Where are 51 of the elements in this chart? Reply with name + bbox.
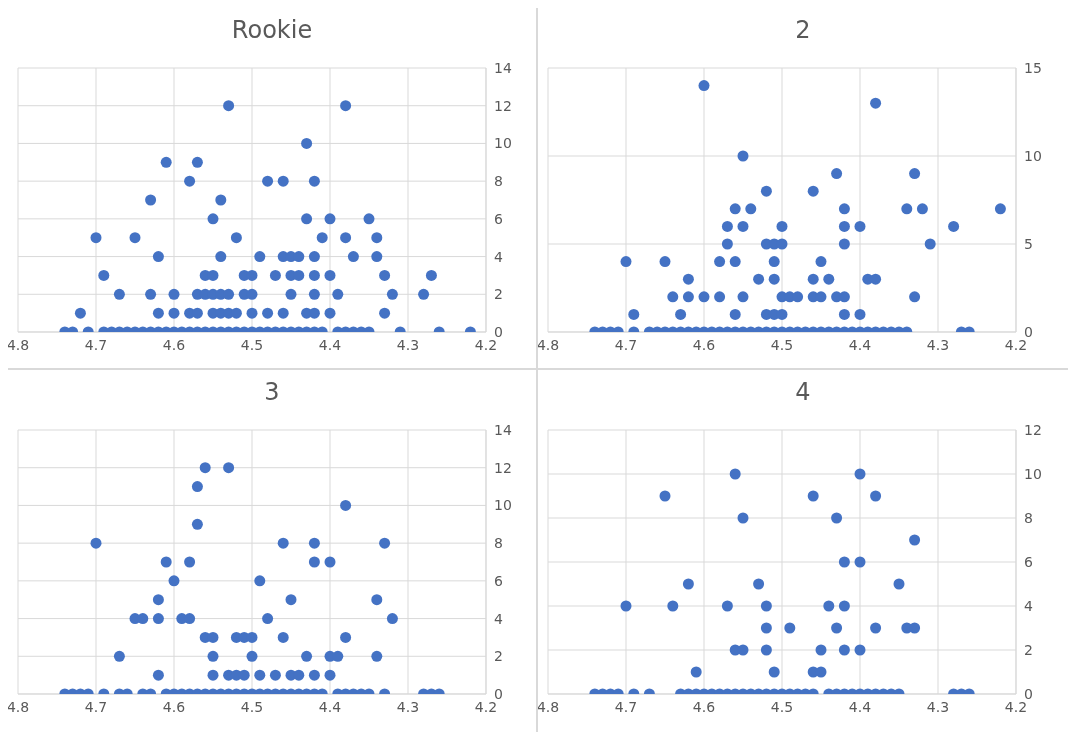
y-tick-label: 6 <box>494 572 503 589</box>
x-tick-label: 4.5 <box>770 698 794 715</box>
x-tick-label: 4.4 <box>848 698 872 715</box>
x-tick-label: 4.3 <box>396 336 420 353</box>
y-tick-label: 10 <box>1024 465 1042 482</box>
y-tick-label: 15 <box>1024 59 1042 76</box>
x-tick-label: 4.7 <box>614 336 638 353</box>
y-tick-label: 2 <box>494 286 503 303</box>
y-tick-label: 12 <box>1024 421 1042 438</box>
x-tick-label: 4.5 <box>240 336 264 353</box>
x-tick-label: 4.4 <box>318 336 342 353</box>
y-tick-label: 10 <box>494 135 512 152</box>
x-tick-label: 4.8 <box>6 336 30 353</box>
y-tick-label: 8 <box>1024 509 1033 526</box>
x-tick-label: 4.4 <box>318 698 342 715</box>
y-tick-label: 14 <box>494 59 512 76</box>
chart-title: 4 <box>794 377 812 408</box>
y-tick-label: 10 <box>494 497 512 514</box>
x-tick-label: 4.3 <box>926 336 950 353</box>
x-tick-label: 4.6 <box>692 698 716 715</box>
y-tick-label: 8 <box>494 535 503 552</box>
y-tick-label: 2 <box>494 648 503 665</box>
y-tick-label: 12 <box>494 459 512 476</box>
x-tick-label: 4.3 <box>396 698 420 715</box>
x-tick-label: 4.6 <box>692 336 716 353</box>
y-tick-label: 2 <box>1024 641 1033 658</box>
x-tick-label: 4.8 <box>6 698 30 715</box>
y-tick-label: 14 <box>494 421 512 438</box>
x-tick-label: 4.8 <box>536 698 560 715</box>
chart-title: 2 <box>794 15 812 46</box>
y-tick-label: 4 <box>494 610 503 627</box>
chart-title: 3 <box>263 377 281 408</box>
x-tick-label: 4.7 <box>84 336 108 353</box>
x-tick-label: 4.7 <box>614 698 638 715</box>
y-tick-label: 4 <box>1024 597 1033 614</box>
x-tick-label: 4.5 <box>770 336 794 353</box>
x-tick-label: 4.5 <box>240 698 264 715</box>
x-tick-label: 4.3 <box>926 698 950 715</box>
y-tick-label: 6 <box>1024 553 1033 570</box>
x-tick-label: 4.6 <box>162 336 186 353</box>
x-tick-label: 4.8 <box>536 336 560 353</box>
y-tick-label: 8 <box>494 173 503 190</box>
chart-title: Rookie <box>230 15 314 46</box>
y-tick-label: 12 <box>494 97 512 114</box>
x-tick-label: 4.6 <box>162 698 186 715</box>
y-tick-label: 10 <box>1024 147 1042 164</box>
y-tick-label: 5 <box>1024 235 1033 252</box>
y-tick-label: 6 <box>494 210 503 227</box>
y-tick-label: 4 <box>494 248 503 265</box>
x-tick-label: 4.7 <box>84 698 108 715</box>
x-tick-label: 4.4 <box>848 336 872 353</box>
